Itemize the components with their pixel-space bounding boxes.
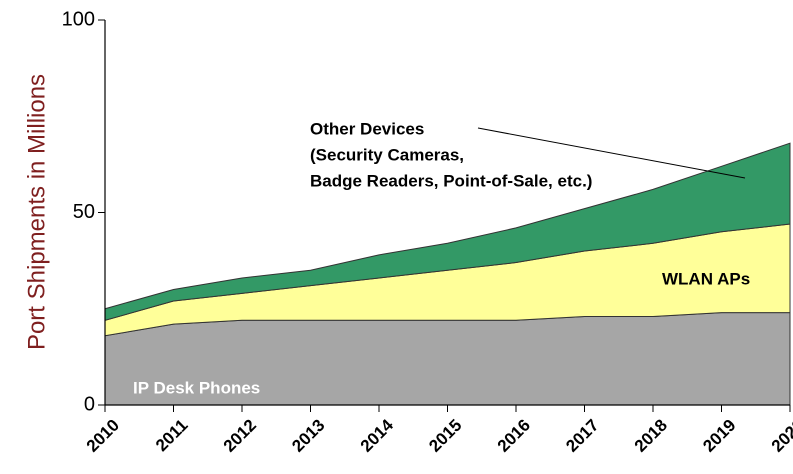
x-tick-label: 2012 [220, 416, 260, 456]
area [104, 142, 791, 321]
annotation: Badge Readers, Point-of-Sale, etc.) [310, 171, 592, 190]
annotation-pointer [477, 127, 746, 179]
x-tick-label: 2010 [83, 416, 123, 456]
series-label: WLAN APs [662, 269, 750, 288]
x-tick-label: 2014 [357, 415, 398, 456]
y-tick-label: 0 [84, 393, 95, 415]
y-axis-label: Port Shipments in Millions [23, 74, 50, 350]
series-label: IP Desk Phones [133, 378, 260, 397]
y-tick-label: 100 [62, 8, 95, 30]
x-tick-label: 2018 [631, 416, 671, 456]
x-tick-label: 2013 [288, 416, 328, 456]
x-tick-label: 2016 [494, 416, 534, 456]
x-tick-label: 2020 [768, 416, 793, 456]
annotation: Other Devices [310, 119, 424, 138]
x-tick-label: 2011 [152, 416, 192, 456]
annotation: (Security Cameras, [310, 145, 464, 164]
x-tick-label: 2019 [699, 416, 739, 456]
x-tick-label: 2017 [562, 416, 602, 456]
y-tick-label: 50 [73, 201, 95, 223]
x-tick-label: 2015 [425, 416, 465, 456]
